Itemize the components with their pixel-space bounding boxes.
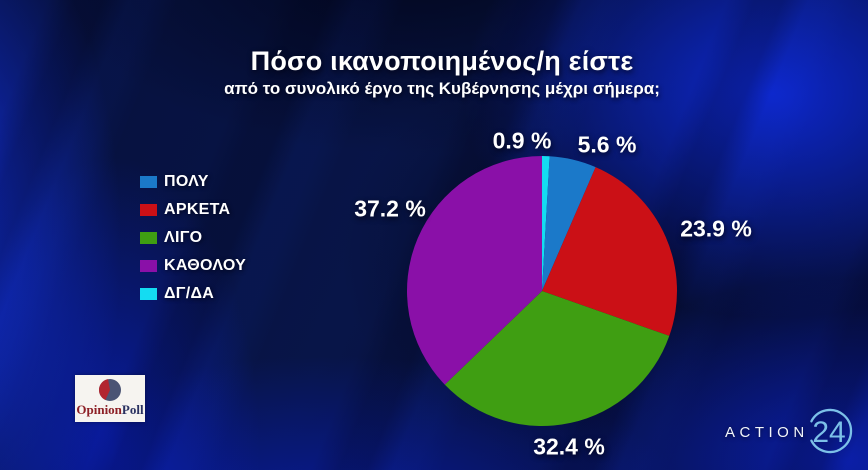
slice-value-arketa: 23.9 %: [680, 215, 752, 242]
legend-swatch-icon: [140, 204, 157, 216]
slice-value-dgda: 0.9 %: [492, 127, 552, 154]
chart-subtitle: από το συνολικό έργο της Κυβέρνησης μέχρ…: [224, 79, 660, 98]
action24-number: 24: [812, 416, 845, 449]
pie-slice-ΠΟΛΥ: [542, 156, 596, 291]
opinionpoll-logo: OpinionPoll: [75, 375, 145, 422]
slice-value-ligo: 32.4 %: [533, 433, 605, 460]
pie-slice-ΛΙΓΟ: [444, 291, 670, 426]
legend-swatch-icon: [140, 288, 157, 300]
legend-item-poly: ΠΟΛΥ: [140, 168, 246, 196]
action24-logo: ACTION 24: [722, 402, 860, 460]
legend-label: ΛΙΓΟ: [164, 229, 203, 246]
pie-slice-ΔΓ/ΔΑ: [542, 156, 550, 291]
opinionpoll-word-opinion: Opinion: [76, 402, 122, 417]
legend-label: ΚΑΘΟΛΟΥ: [164, 257, 247, 274]
chart-title: Πόσο ικανοποιημένος/η είστε: [250, 46, 634, 76]
legend-swatch-icon: [140, 232, 157, 244]
opinionpoll-wordmark: OpinionPoll: [76, 403, 143, 417]
action24-circle-icon: 24: [810, 408, 853, 454]
legend-item-ligo: ΛΙΓΟ: [140, 224, 246, 252]
legend-label: ΠΟΛΥ: [164, 173, 209, 190]
legend-item-arketa: ΑΡΚΕΤΑ: [140, 196, 246, 224]
pie-legend: ΠΟΛΥ ΑΡΚΕΤΑ ΛΙΓΟ ΚΑΘΟΛΟΥ ΔΓ/ΔΑ: [140, 168, 246, 308]
opinionpoll-word-poll: Poll: [121, 402, 144, 417]
legend-item-dgda: ΔΓ/ΔΑ: [140, 280, 246, 308]
legend-label: ΑΡΚΕΤΑ: [164, 201, 231, 218]
pie-slice-ΚΑΘΟΛΟΥ: [407, 156, 542, 385]
slice-value-katholoy: 37.2 %: [354, 195, 426, 222]
legend-item-katholoy: ΚΑΘΟΛΟΥ: [140, 252, 246, 280]
opinionpoll-pie-icon: [99, 379, 121, 401]
slice-value-poly: 5.6 %: [577, 131, 637, 158]
legend-swatch-icon: [140, 176, 157, 188]
action24-wordmark: ACTION: [725, 424, 809, 441]
legend-swatch-icon: [140, 260, 157, 272]
legend-label: ΔΓ/ΔΑ: [164, 285, 215, 302]
pie-slice-ΑΡΚΕΤΑ: [542, 167, 677, 336]
